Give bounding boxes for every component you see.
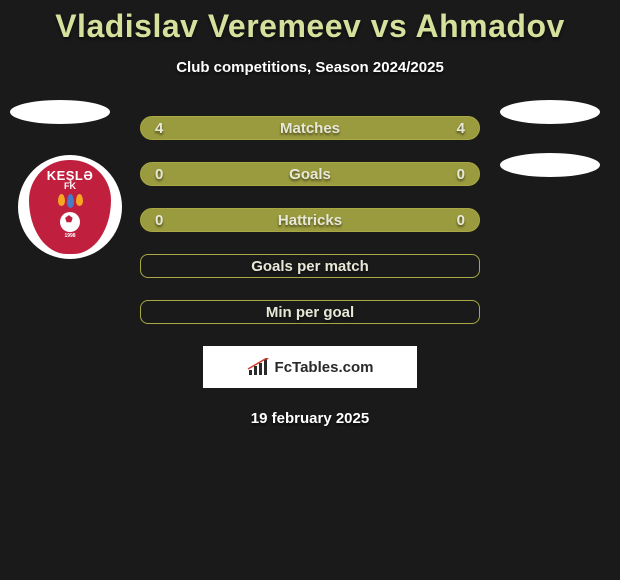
stat-label: Hattricks <box>278 212 342 229</box>
stat-row-hattricks: 0 Hattricks 0 <box>140 208 480 232</box>
badge-flames <box>58 194 83 208</box>
player-avatar-left <box>10 100 110 124</box>
stat-right-value: 0 <box>457 166 465 183</box>
logo-text: FcTables.com <box>275 359 374 376</box>
stat-row-goals-per-match: Goals per match <box>140 254 480 278</box>
flame-icon <box>67 194 74 208</box>
flame-icon <box>58 194 65 206</box>
stat-right-value: 4 <box>457 120 465 137</box>
stat-right-value: 0 <box>457 212 465 229</box>
flame-icon <box>76 194 83 206</box>
stats-area: 4 Matches 4 0 Goals 0 0 Hattricks 0 Goal… <box>140 116 480 324</box>
stat-left-value: 4 <box>155 120 163 137</box>
stat-label: Matches <box>280 120 340 137</box>
chart-icon <box>247 358 269 376</box>
badge-shield: KEŞLƏ FK 1998 <box>29 160 111 254</box>
stat-row-goals: 0 Goals 0 <box>140 162 480 186</box>
main-container: Vladislav Veremeev vs Ahmadov Club compe… <box>0 0 620 427</box>
date-text: 19 february 2025 <box>0 410 620 427</box>
subtitle-text: Club competitions, Season 2024/2025 <box>0 59 620 76</box>
stat-label: Goals per match <box>251 258 369 275</box>
player-avatar-right-2 <box>500 153 600 177</box>
player-avatar-right-1 <box>500 100 600 124</box>
badge-sub: FK <box>64 181 76 191</box>
badge-year: 1998 <box>64 233 75 239</box>
ball-icon <box>60 212 80 232</box>
stat-label: Goals <box>289 166 331 183</box>
stat-row-matches: 4 Matches 4 <box>140 116 480 140</box>
stat-row-min-per-goal: Min per goal <box>140 300 480 324</box>
stat-label: Min per goal <box>266 304 354 321</box>
stat-left-value: 0 <box>155 166 163 183</box>
stat-left-value: 0 <box>155 212 163 229</box>
page-title: Vladislav Veremeev vs Ahmadov <box>0 8 620 45</box>
fctables-logo[interactable]: FcTables.com <box>203 346 417 388</box>
club-badge: KEŞLƏ FK 1998 <box>18 155 122 259</box>
